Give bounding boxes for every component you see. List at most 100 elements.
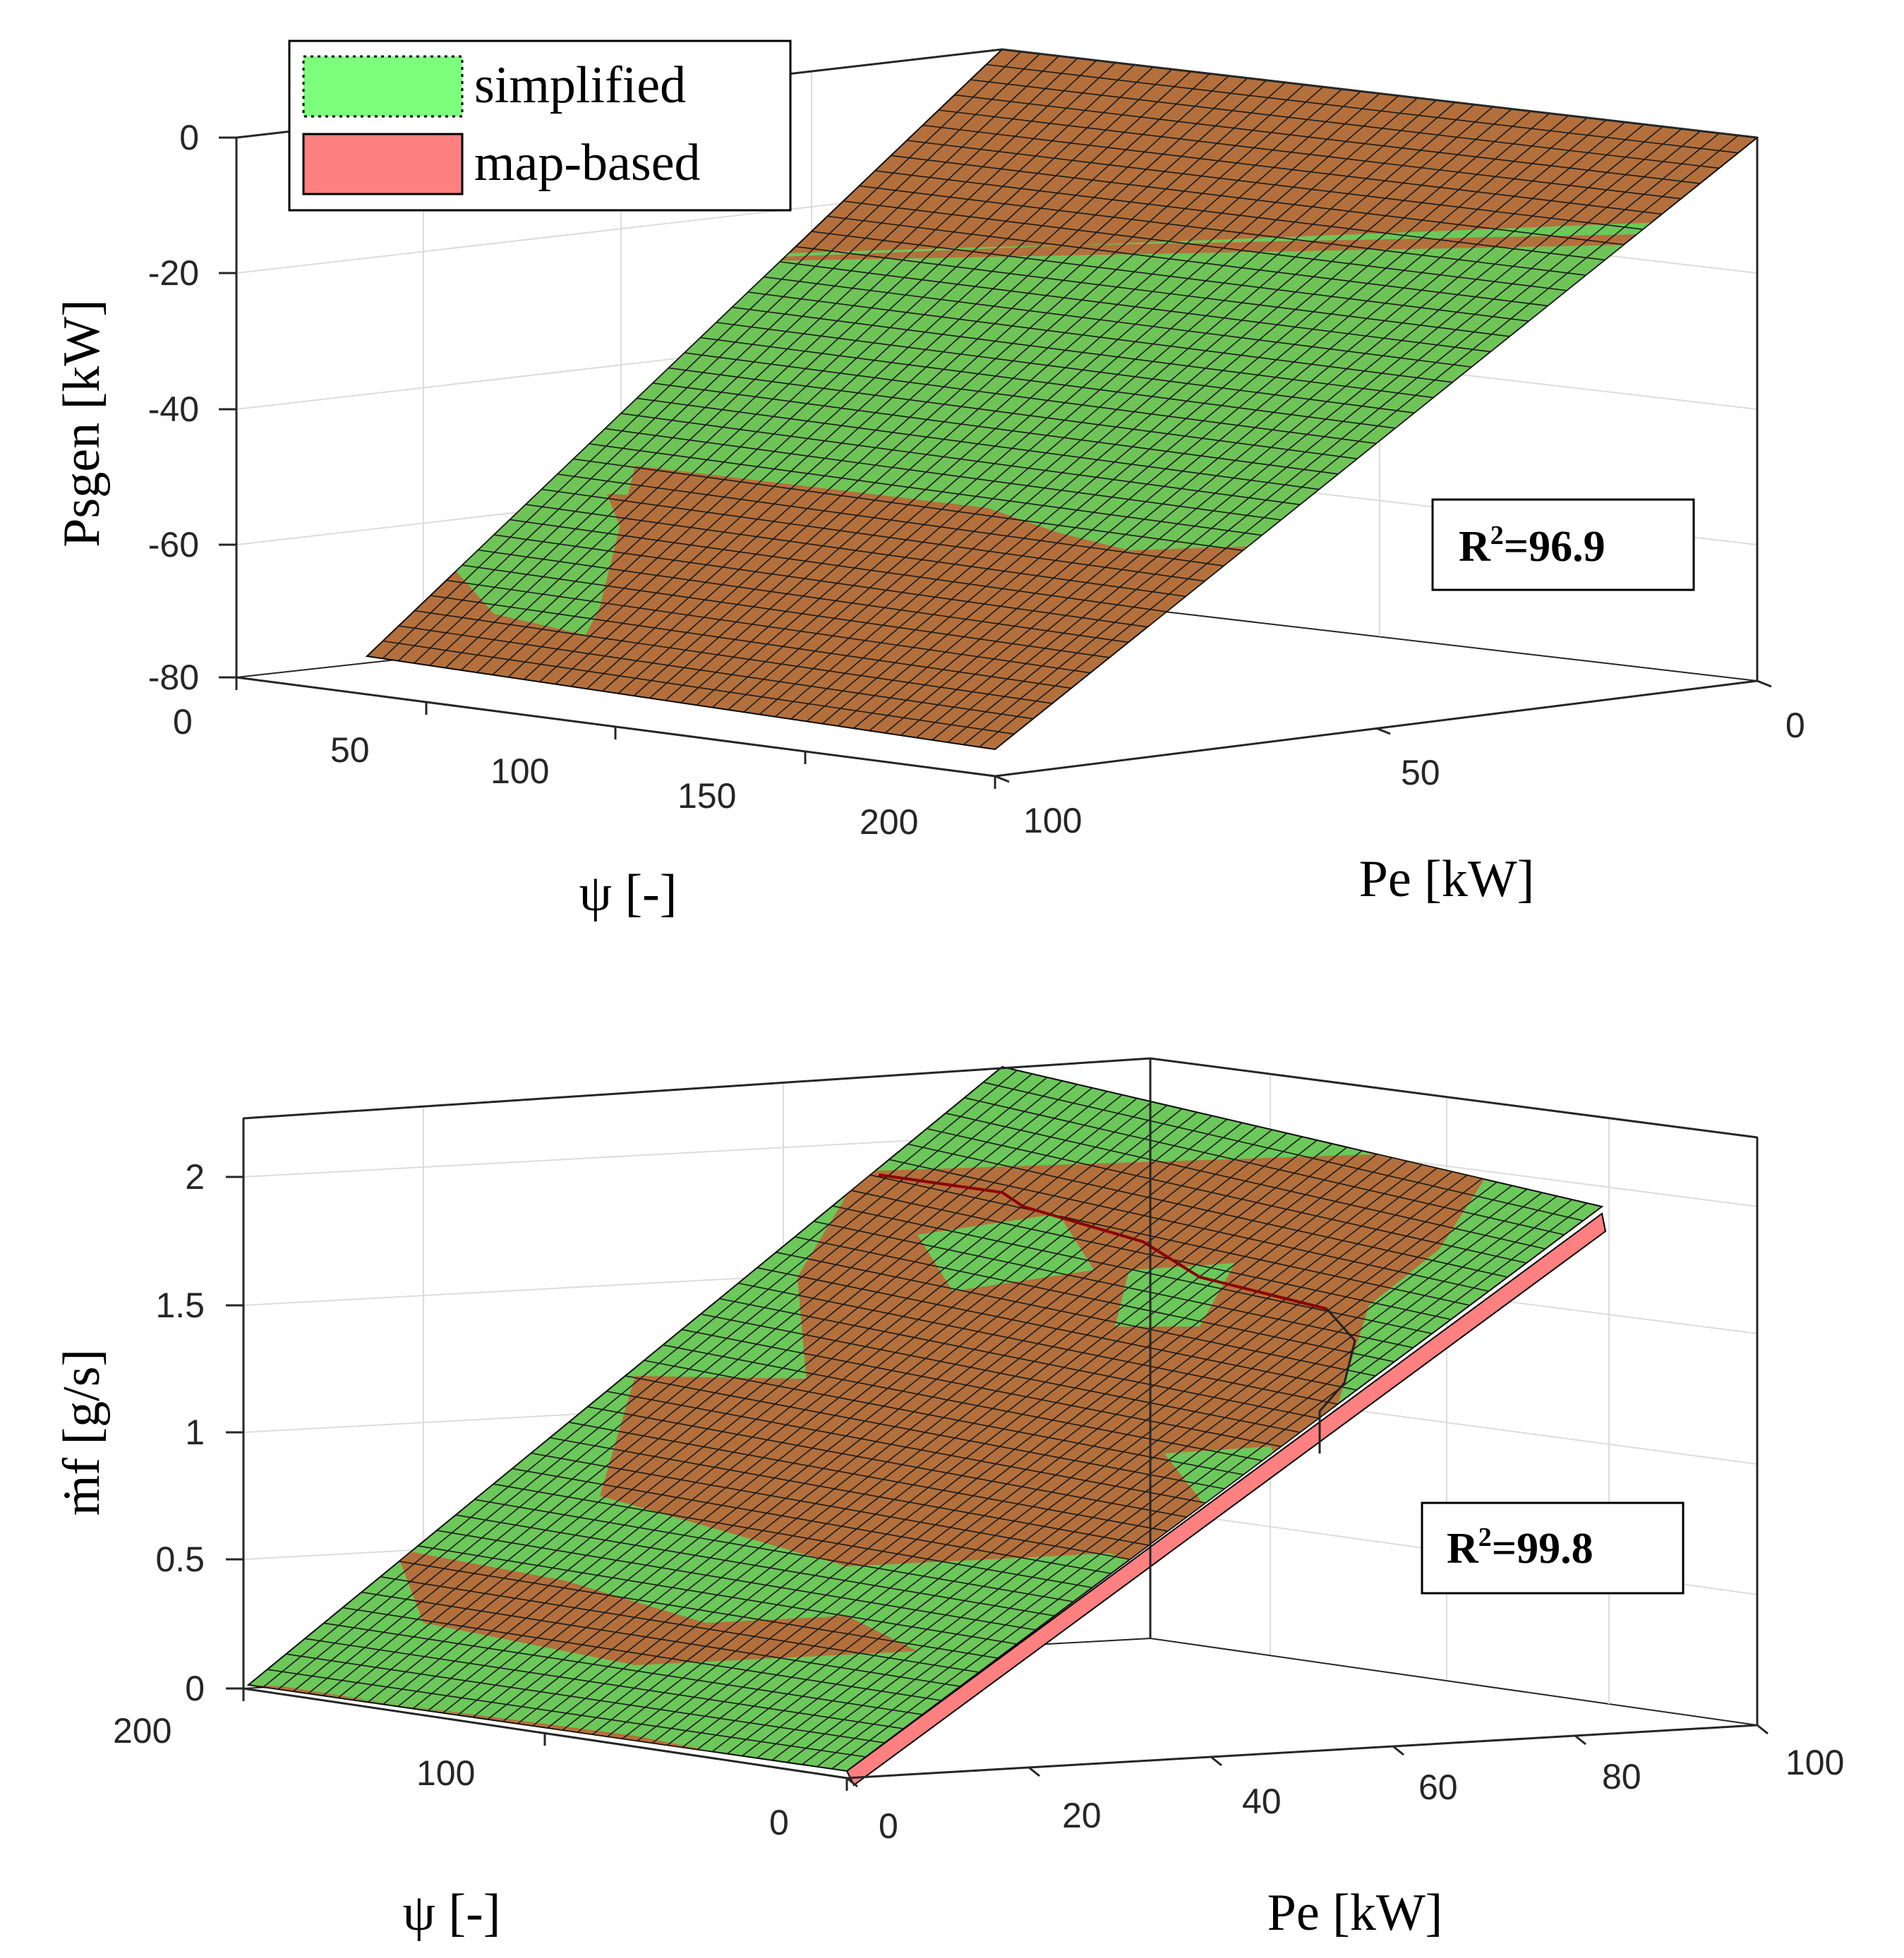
z-tick: -60 — [148, 525, 199, 564]
mesh-line — [983, 1082, 1584, 1221]
mesh-line — [568, 1421, 1168, 1532]
mesh-line — [927, 1128, 1527, 1264]
mesh-line — [732, 306, 1434, 399]
r2-value: =96.9 — [1504, 523, 1605, 571]
y-tick: 20 — [1062, 1796, 1102, 1835]
svg-text:R2=96.9: R2=96.9 — [1459, 521, 1605, 571]
r2-label: R — [1447, 1525, 1479, 1573]
mesh-line — [644, 1360, 1243, 1475]
bottom-plot: 0 0.5 1 1.5 2 200 100 0 0 20 40 60 80 10… — [53, 1057, 1844, 1942]
y-tick: 0 — [1785, 706, 1805, 745]
bottom-z-ticks: 0 0.5 1 1.5 2 — [155, 1157, 205, 1708]
mesh-line — [906, 140, 1644, 230]
z-tick: -80 — [148, 658, 199, 697]
mesh-line — [764, 276, 1472, 368]
y-tick: 100 — [1785, 1743, 1844, 1782]
mesh-line — [323, 1622, 923, 1715]
mesh-line — [430, 595, 1072, 689]
top-x-ticks: 0 50 100 150 200 — [173, 702, 918, 842]
x-tick: 0 — [173, 702, 193, 742]
x-tick: 200 — [113, 1711, 171, 1751]
mesh-line — [436, 1530, 1036, 1631]
r2-value: =99.8 — [1492, 1525, 1593, 1573]
mesh-line — [827, 215, 1548, 307]
bottom-mesh — [248, 1067, 1602, 1771]
mesh-line — [550, 1437, 1150, 1546]
z-tick: 1 — [185, 1413, 205, 1452]
mesh-line — [964, 1097, 1565, 1235]
mesh-line — [719, 1298, 1319, 1419]
mesh-line — [970, 79, 1720, 169]
legend: simplified map-based — [288, 40, 792, 212]
mesh-line — [779, 261, 1491, 353]
mesh-line — [455, 1514, 1055, 1616]
mesh-line — [399, 1561, 999, 1659]
legend-swatch-simplified — [302, 55, 464, 118]
mesh-line — [380, 1576, 980, 1673]
legend-swatch-map-based — [302, 133, 464, 195]
mesh-line — [605, 428, 1282, 521]
r2-label: R — [1459, 523, 1491, 571]
mesh-line — [869, 1174, 1470, 1306]
mesh-line — [493, 534, 1148, 628]
mesh-line — [891, 155, 1625, 246]
mesh-line — [684, 352, 1377, 445]
mesh-line — [361, 1591, 960, 1687]
x-tick: 150 — [677, 776, 736, 816]
mesh-line — [757, 1267, 1357, 1391]
y-tick: 80 — [1602, 1757, 1641, 1796]
mesh-line — [342, 1607, 941, 1701]
mesh-line — [747, 291, 1453, 383]
mesh-line — [625, 1375, 1225, 1489]
mesh-line — [663, 1344, 1263, 1461]
z-tick: 1.5 — [155, 1286, 205, 1325]
mesh-line — [286, 1653, 885, 1744]
mesh-line — [525, 504, 1186, 598]
mesh-line — [795, 1236, 1394, 1362]
mesh-line — [922, 124, 1663, 215]
mesh-line — [304, 1638, 904, 1729]
x-tick: 0 — [769, 1803, 789, 1842]
mesh-line — [986, 64, 1739, 154]
bottom-x-ticks: 200 100 0 — [113, 1711, 789, 1842]
bottom-r2-annotation: R2=99.8 — [1421, 1501, 1685, 1595]
z-tick: 0 — [179, 118, 199, 157]
mesh-line — [652, 382, 1339, 475]
x-tick: 100 — [490, 751, 549, 791]
mesh-line — [811, 231, 1529, 322]
map-based-edge-line — [878, 1173, 1327, 1310]
mesh-line — [587, 1406, 1187, 1518]
svg-text:R2=99.8: R2=99.8 — [1447, 1523, 1593, 1573]
mesh-line — [512, 1468, 1111, 1574]
mesh-line — [700, 1313, 1301, 1433]
top-y-ticks: 0 50 100 — [1023, 706, 1805, 840]
mesh-line — [700, 337, 1396, 429]
mesh-line — [414, 610, 1053, 704]
mesh-line — [398, 625, 1034, 720]
mesh-line — [908, 1143, 1508, 1278]
bottom-y-axis-label: Pe [kW] — [1267, 1884, 1443, 1942]
mesh-line — [888, 1159, 1489, 1292]
mesh-line — [620, 413, 1301, 505]
bottom-surface — [246, 1065, 1607, 1787]
top-y-axis-label: Pe [kW] — [1359, 850, 1535, 908]
mesh-line — [945, 1112, 1546, 1250]
mesh-line — [795, 246, 1510, 337]
mesh-line — [531, 1452, 1131, 1560]
map-based-ridge-line — [1318, 1308, 1356, 1454]
z-tick: -40 — [148, 389, 199, 429]
mesh-line — [637, 397, 1320, 490]
mesh-line — [859, 185, 1586, 276]
mesh-line — [573, 458, 1243, 552]
x-tick: 200 — [860, 802, 918, 842]
mesh-line — [589, 443, 1263, 536]
legend-label-simplified: simplified — [474, 56, 686, 114]
x-tick: 100 — [416, 1753, 475, 1793]
mesh-line — [541, 488, 1205, 582]
bottom-x-axis-label: ψ [-] — [403, 1884, 501, 1942]
top-mesh — [367, 49, 1757, 749]
top-x-axis-label: ψ [-] — [579, 864, 677, 922]
legend-label-map-based: map-based — [474, 134, 701, 192]
mesh-line — [1001, 1067, 1602, 1207]
mesh-line — [493, 1483, 1092, 1588]
